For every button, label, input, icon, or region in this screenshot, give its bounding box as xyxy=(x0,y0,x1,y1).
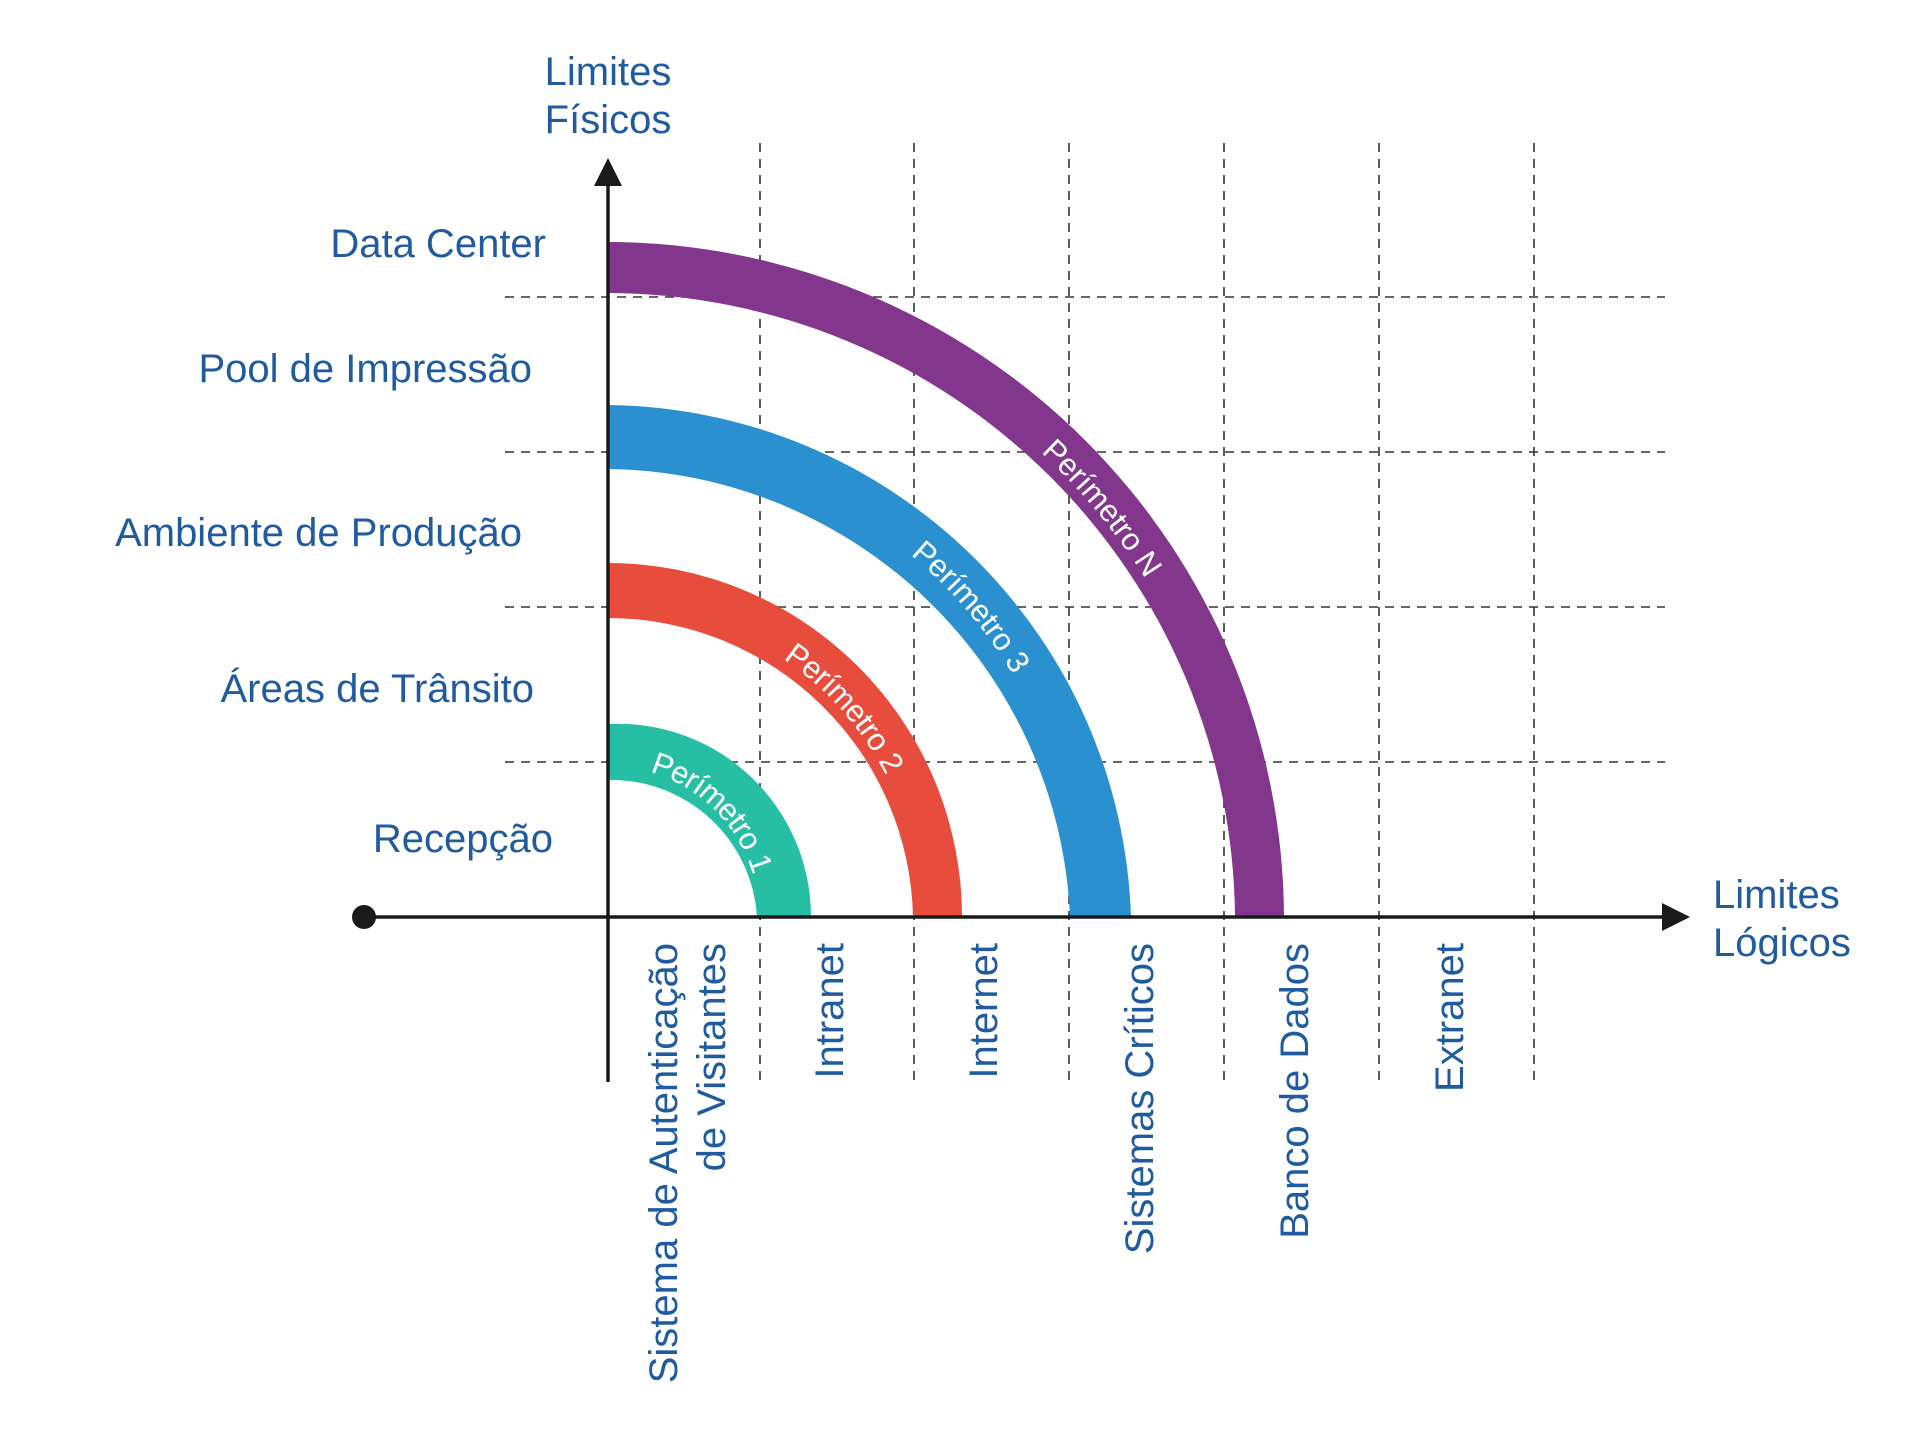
grid-vertical xyxy=(759,143,1535,1080)
column-label: Sistema de Autenticação xyxy=(642,943,686,1383)
row-labels: Data Center Pool de Impressão Ambiente d… xyxy=(115,222,553,861)
y-axis-title-line1: Limites xyxy=(545,50,672,94)
grid-horizontal xyxy=(505,296,1665,763)
row-label: Áreas de Trânsito xyxy=(221,666,535,711)
column-labels: Sistema de Autenticação de Visitantes In… xyxy=(642,943,1472,1383)
column-label: Sistemas Críticos xyxy=(1118,943,1162,1254)
perimeter-2-arc xyxy=(608,563,962,917)
perimeter-1-arc xyxy=(608,723,812,917)
x-axis-title-line2: Lógicos xyxy=(1713,921,1851,965)
row-label: Recepção xyxy=(373,817,553,861)
perimeter-3-arc xyxy=(608,405,1131,917)
column-label: Extranet xyxy=(1428,943,1472,1092)
column-label: Internet xyxy=(962,943,1006,1079)
perimeter-n-arc xyxy=(608,242,1284,917)
perimeter-arcs xyxy=(608,242,1284,917)
column-label: Banco de Dados xyxy=(1273,943,1317,1239)
y-axis-title-line2: Físicos xyxy=(545,98,672,142)
x-axis-title-line1: Limites xyxy=(1713,873,1840,917)
column-label: de Visitantes xyxy=(690,943,734,1171)
row-label: Ambiente de Produção xyxy=(115,511,522,555)
origin-dot-icon xyxy=(352,905,376,929)
perimeter-n-label: Perímetro N xyxy=(1036,432,1169,583)
x-axis-arrow-icon xyxy=(1662,903,1690,931)
y-axis-arrow-icon xyxy=(594,158,622,186)
column-label: Intranet xyxy=(808,943,852,1079)
row-label: Pool de Impressão xyxy=(198,347,532,391)
row-label: Data Center xyxy=(330,222,546,266)
axes xyxy=(352,158,1690,1082)
